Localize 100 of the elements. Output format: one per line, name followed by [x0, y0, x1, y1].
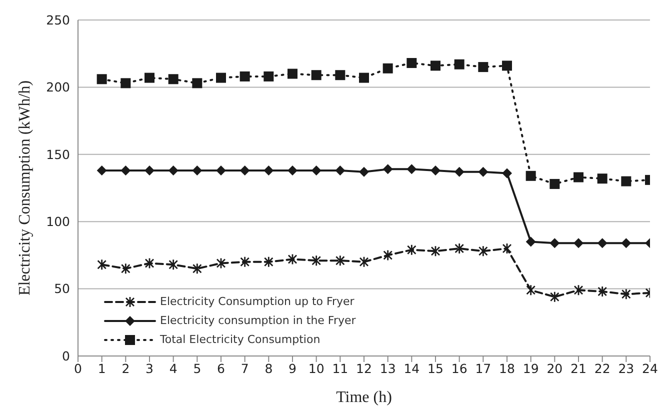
- point: [597, 174, 608, 184]
- point: [574, 238, 584, 248]
- x-tick-label: 17: [475, 360, 492, 376]
- point: [382, 164, 393, 174]
- x-tick-label: 12: [356, 360, 372, 376]
- point: [288, 68, 298, 79]
- x-tick-label: 21: [570, 360, 586, 376]
- point: [192, 78, 202, 88]
- y-tick-label: 50: [54, 281, 70, 296]
- point: [216, 258, 226, 269]
- legend-label: Electricity consumption in the Fryer: [160, 314, 356, 327]
- point: [526, 236, 536, 247]
- point: [120, 262, 130, 274]
- point: [359, 256, 369, 268]
- point: [168, 166, 178, 176]
- x-tick-label: 0: [74, 360, 82, 376]
- point: [454, 59, 464, 70]
- point: [144, 72, 154, 83]
- point: [430, 166, 440, 176]
- point: [430, 245, 440, 257]
- point: [526, 170, 536, 181]
- point: [621, 176, 632, 186]
- y-tick-label: 0: [62, 348, 70, 364]
- point: [621, 288, 631, 300]
- point: [574, 284, 584, 296]
- point: [574, 172, 584, 182]
- point: [383, 250, 393, 261]
- point: [240, 71, 250, 82]
- y-tick-label: 250: [46, 12, 70, 28]
- point: [264, 256, 274, 268]
- point: [550, 238, 560, 248]
- point: [335, 166, 346, 176]
- point: [478, 245, 488, 257]
- point: [526, 284, 536, 296]
- point: [502, 60, 512, 71]
- point: [216, 166, 226, 176]
- point: [240, 256, 250, 268]
- x-tick-label: 22: [594, 360, 610, 376]
- point: [120, 78, 131, 88]
- y-tick-label: 200: [46, 80, 70, 95]
- x-tick-label: 20: [546, 360, 563, 376]
- x-tick-label: 9: [288, 360, 297, 376]
- point: [502, 242, 512, 254]
- point: [288, 166, 298, 176]
- point: [240, 166, 250, 176]
- point: [406, 244, 416, 256]
- point: [502, 168, 512, 178]
- point: [96, 74, 107, 84]
- point: [120, 166, 131, 176]
- x-tick-label: 8: [264, 360, 273, 376]
- point: [311, 166, 322, 176]
- x-tick-label: 16: [451, 360, 468, 376]
- x-tick-label: 13: [380, 360, 396, 376]
- point: [382, 63, 393, 74]
- x-tick-label: 19: [522, 360, 539, 376]
- legend-label: Electricity Consumption up to Fryer: [160, 295, 354, 308]
- point: [144, 258, 154, 269]
- y-tick-label: 150: [46, 146, 70, 162]
- x-tick-label: 6: [217, 360, 226, 376]
- x-tick-label: 5: [193, 360, 202, 376]
- point: [264, 71, 274, 82]
- point: [550, 178, 560, 189]
- point: [192, 166, 202, 176]
- point: [598, 286, 608, 298]
- x-tick-label: 18: [499, 360, 515, 376]
- point: [335, 254, 345, 266]
- x-tick-label: 2: [122, 360, 130, 376]
- point: [216, 72, 226, 83]
- point: [406, 58, 417, 68]
- x-tick-label: 23: [618, 360, 634, 376]
- point: [621, 238, 632, 248]
- point: [359, 166, 369, 177]
- x-tick-label: 7: [240, 360, 249, 376]
- point: [359, 72, 369, 83]
- x-tick-label: 3: [146, 360, 154, 376]
- point: [335, 70, 346, 80]
- x-tick-label: 15: [428, 360, 444, 376]
- point: [430, 60, 440, 71]
- point: [311, 70, 322, 80]
- point: [97, 258, 107, 270]
- point: [264, 166, 274, 176]
- point: [192, 262, 202, 274]
- point: [478, 62, 488, 72]
- x-tick-label: 10: [308, 360, 324, 376]
- y-tick-label: 100: [46, 214, 70, 230]
- point: [454, 242, 464, 254]
- point: [96, 166, 107, 176]
- point: [550, 291, 560, 303]
- x-tick-label: 14: [404, 360, 420, 376]
- point: [312, 254, 322, 266]
- point: [144, 166, 154, 176]
- point: [597, 238, 608, 248]
- x-axis-title: Time (h): [336, 389, 392, 406]
- point: [168, 74, 178, 84]
- x-tick-label: 4: [169, 360, 178, 376]
- x-tick-label: 1: [98, 360, 106, 376]
- point: [478, 166, 488, 177]
- legend-label: Total Electricity Consumption: [160, 333, 320, 346]
- x-tick-label: 11: [332, 360, 348, 376]
- point: [168, 258, 178, 270]
